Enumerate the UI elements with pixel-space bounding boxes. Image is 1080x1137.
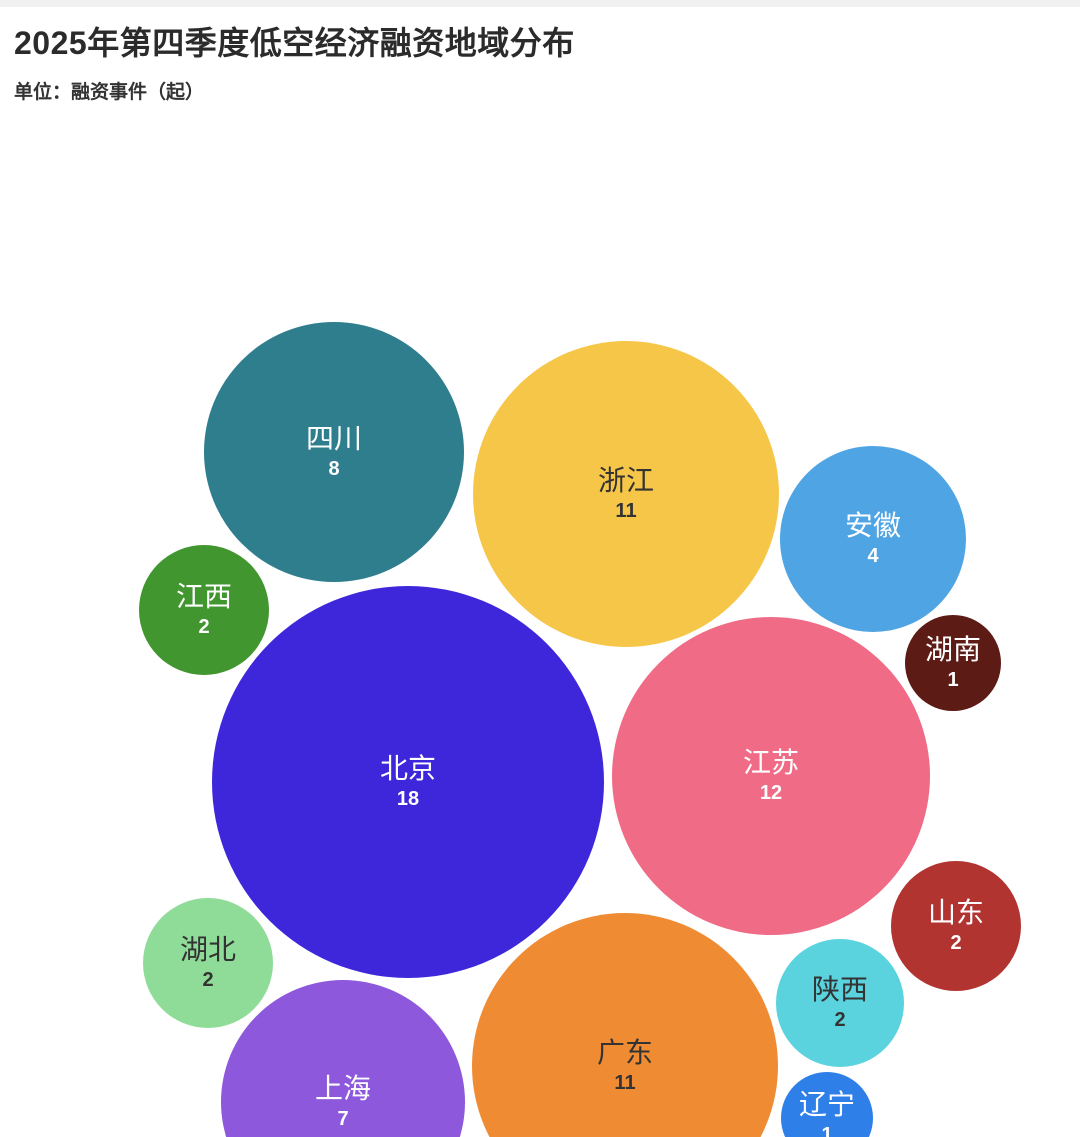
bubble-label: 广东 xyxy=(596,1036,653,1068)
bubble-浙江[interactable]: 浙江 11 xyxy=(473,341,779,647)
bubble-value: 1 xyxy=(947,669,959,692)
bubble-value: 11 xyxy=(615,500,637,523)
bubble-label: 安徽 xyxy=(844,509,901,541)
bubble-label: 湖南 xyxy=(924,633,981,665)
bubble-value: 2 xyxy=(950,932,962,955)
bubble-辽宁[interactable]: 辽宁 1 xyxy=(781,1072,873,1137)
bubble-label: 辽宁 xyxy=(798,1088,855,1120)
bubble-value: 7 xyxy=(337,1108,349,1131)
page-title: 2025年第四季度低空经济融资地域分布 xyxy=(14,25,575,61)
bubble-value: 2 xyxy=(202,969,214,992)
bubble-value: 12 xyxy=(759,782,783,805)
bubble-value: 2 xyxy=(834,1009,846,1032)
bubble-value: 11 xyxy=(614,1072,636,1095)
bubble-label: 北京 xyxy=(379,752,436,784)
bubble-四川[interactable]: 四川 8 xyxy=(204,322,464,582)
unit-label: 单位：融资事件（起） xyxy=(14,82,205,103)
bubble-label: 浙江 xyxy=(597,464,654,496)
bubble-江西[interactable]: 江西 2 xyxy=(139,545,269,675)
bubble-label: 江西 xyxy=(175,580,232,612)
bubble-安徽[interactable]: 安徽 4 xyxy=(780,446,966,632)
bubble-value: 8 xyxy=(328,458,340,481)
bubble-label: 湖北 xyxy=(179,933,236,965)
bubble-广东[interactable]: 广东 11 xyxy=(472,913,778,1137)
bubble-value: 1 xyxy=(821,1124,833,1137)
bubble-label: 四川 xyxy=(305,422,362,454)
chart-header: 2025年第四季度低空经济融资地域分布 单位：融资事件（起） xyxy=(0,7,1080,104)
bubble-江苏[interactable]: 江苏 12 xyxy=(612,617,930,935)
bubble-label: 江苏 xyxy=(742,746,799,778)
bubble-chart: 四川 8 浙江 11 安徽 4 江西 2 湖南 1 北京 18 江苏 12 山东 2 湖北 2 陕西 2 上海 7 广东 11… xyxy=(0,108,1080,1137)
bubble-value: 18 xyxy=(396,788,420,811)
top-divider xyxy=(0,0,1080,7)
bubble-label: 陕西 xyxy=(811,973,868,1005)
bubble-value: 4 xyxy=(867,545,879,568)
bubble-value: 2 xyxy=(198,616,210,639)
bubble-湖南[interactable]: 湖南 1 xyxy=(905,615,1001,711)
bubble-label: 山东 xyxy=(927,896,984,928)
bubble-北京[interactable]: 北京 18 xyxy=(212,586,604,978)
bubble-湖北[interactable]: 湖北 2 xyxy=(143,898,273,1028)
bubble-陕西[interactable]: 陕西 2 xyxy=(776,939,904,1067)
bubble-山东[interactable]: 山东 2 xyxy=(891,861,1021,991)
bubble-label: 上海 xyxy=(314,1072,371,1104)
